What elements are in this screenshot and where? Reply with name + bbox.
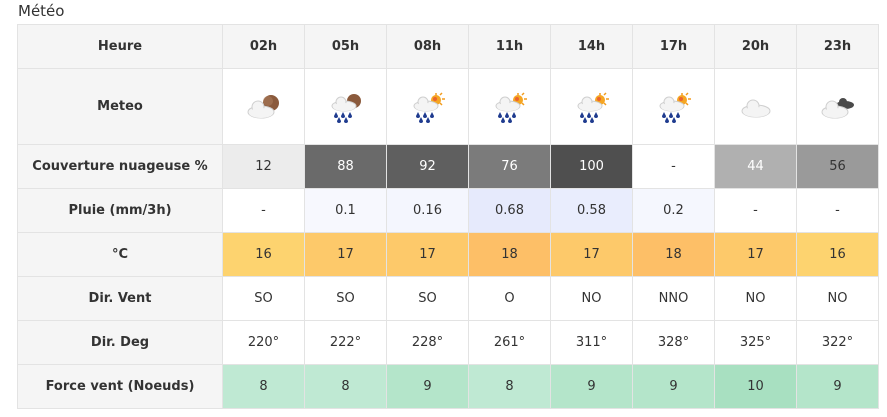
page-title: Météo: [18, 2, 65, 20]
force-vent-cell: 8: [222, 364, 305, 409]
row-heure: Heure 02h 05h 08h 11h 14h 17h 20h 23h: [17, 24, 879, 69]
hour-cell: 14h: [550, 24, 633, 69]
pluie-cell: -: [796, 188, 879, 233]
dir-vent-cell: SO: [222, 276, 305, 321]
rain-cloud-sun-icon: [659, 91, 691, 123]
cloud-dark-cloud-icon: [821, 97, 854, 118]
temperature-cell: 16: [222, 232, 305, 277]
rain-cloud-moon-icon: [331, 93, 361, 123]
temperature-cell: 17: [550, 232, 633, 277]
pluie-cell: 0.1: [304, 188, 387, 233]
hour-cell: 05h: [304, 24, 387, 69]
force-vent-cell: 9: [386, 364, 469, 409]
meteo-cell: [386, 68, 469, 145]
force-vent-cell: 9: [796, 364, 879, 409]
temperature-cell: 17: [714, 232, 797, 277]
meteo-cell: [714, 68, 797, 145]
pluie-cell: 0.68: [468, 188, 551, 233]
meteo-cell: [468, 68, 551, 145]
temperature-cell: 17: [386, 232, 469, 277]
row-label-heure: Heure: [17, 24, 223, 69]
couverture-cell: -: [632, 144, 715, 189]
meteo-cell: [796, 68, 879, 145]
row-label-pluie: Pluie (mm/3h): [17, 188, 223, 233]
row-pluie: Pluie (mm/3h) - 0.1 0.16 0.68 0.58 0.2 -…: [17, 188, 879, 233]
dir-deg-cell: 228°: [386, 320, 469, 365]
couverture-cell: 88: [304, 144, 387, 189]
couverture-cell: 92: [386, 144, 469, 189]
dir-vent-cell: NO: [796, 276, 879, 321]
hour-cell: 17h: [632, 24, 715, 69]
dir-deg-cell: 222°: [304, 320, 387, 365]
meteo-cell: [550, 68, 633, 145]
row-force-vent: Force vent (Noeuds) 8 8 9 8 9 9 10 9: [17, 364, 879, 409]
dir-vent-cell: NNO: [632, 276, 715, 321]
dir-deg-cell: 261°: [468, 320, 551, 365]
hour-cell: 02h: [222, 24, 305, 69]
couverture-cell: 100: [550, 144, 633, 189]
meteo-cell: [304, 68, 387, 145]
weather-table: Heure 02h 05h 08h 11h 14h 17h 20h 23h Me…: [17, 24, 879, 409]
row-dir-deg: Dir. Deg 220° 222° 228° 261° 311° 328° 3…: [17, 320, 879, 365]
hour-cell: 11h: [468, 24, 551, 69]
temperature-cell: 18: [632, 232, 715, 277]
dir-vent-cell: SO: [386, 276, 469, 321]
force-vent-cell: 8: [304, 364, 387, 409]
dir-vent-cell: NO: [714, 276, 797, 321]
row-dir-vent: Dir. Vent SO SO SO O NO NNO NO NO: [17, 276, 879, 321]
temperature-cell: 17: [304, 232, 387, 277]
pluie-cell: 0.16: [386, 188, 469, 233]
pluie-cell: 0.58: [550, 188, 633, 233]
couverture-cell: 76: [468, 144, 551, 189]
rain-cloud-sun-icon: [577, 91, 609, 123]
temperature-cell: 18: [468, 232, 551, 277]
row-couverture: Couverture nuageuse % 12 88 92 76 100 - …: [17, 144, 879, 189]
hour-cell: 08h: [386, 24, 469, 69]
couverture-cell: 56: [796, 144, 879, 189]
couverture-cell: 12: [222, 144, 305, 189]
cloud-moon-icon: [247, 94, 279, 118]
hour-cell: 20h: [714, 24, 797, 69]
dir-vent-cell: O: [468, 276, 551, 321]
row-label-meteo: Meteo: [17, 68, 223, 145]
row-label-force-vent: Force vent (Noeuds): [17, 364, 223, 409]
row-label-dir-vent: Dir. Vent: [17, 276, 223, 321]
force-vent-cell: 9: [550, 364, 633, 409]
rain-cloud-sun-icon: [495, 91, 527, 123]
row-label-couverture: Couverture nuageuse %: [17, 144, 223, 189]
dir-deg-cell: 328°: [632, 320, 715, 365]
dir-vent-cell: SO: [304, 276, 387, 321]
dir-deg-cell: 311°: [550, 320, 633, 365]
force-vent-cell: 9: [632, 364, 715, 409]
dir-deg-cell: 325°: [714, 320, 797, 365]
row-meteo: Meteo: [17, 68, 879, 145]
meteo-cell: [222, 68, 305, 145]
pluie-cell: 0.2: [632, 188, 715, 233]
rain-cloud-sun-icon: [413, 91, 445, 123]
dir-deg-cell: 220°: [222, 320, 305, 365]
cloud-icon: [741, 99, 770, 117]
pluie-cell: -: [714, 188, 797, 233]
hour-cell: 23h: [796, 24, 879, 69]
dir-vent-cell: NO: [550, 276, 633, 321]
temperature-cell: 16: [796, 232, 879, 277]
dir-deg-cell: 322°: [796, 320, 879, 365]
force-vent-cell: 10: [714, 364, 797, 409]
row-label-dir-deg: Dir. Deg: [17, 320, 223, 365]
pluie-cell: -: [222, 188, 305, 233]
couverture-cell: 44: [714, 144, 797, 189]
row-label-temperature: °C: [17, 232, 223, 277]
force-vent-cell: 8: [468, 364, 551, 409]
row-temperature: °C 16 17 17 18 17 18 17 16: [17, 232, 879, 277]
meteo-cell: [632, 68, 715, 145]
